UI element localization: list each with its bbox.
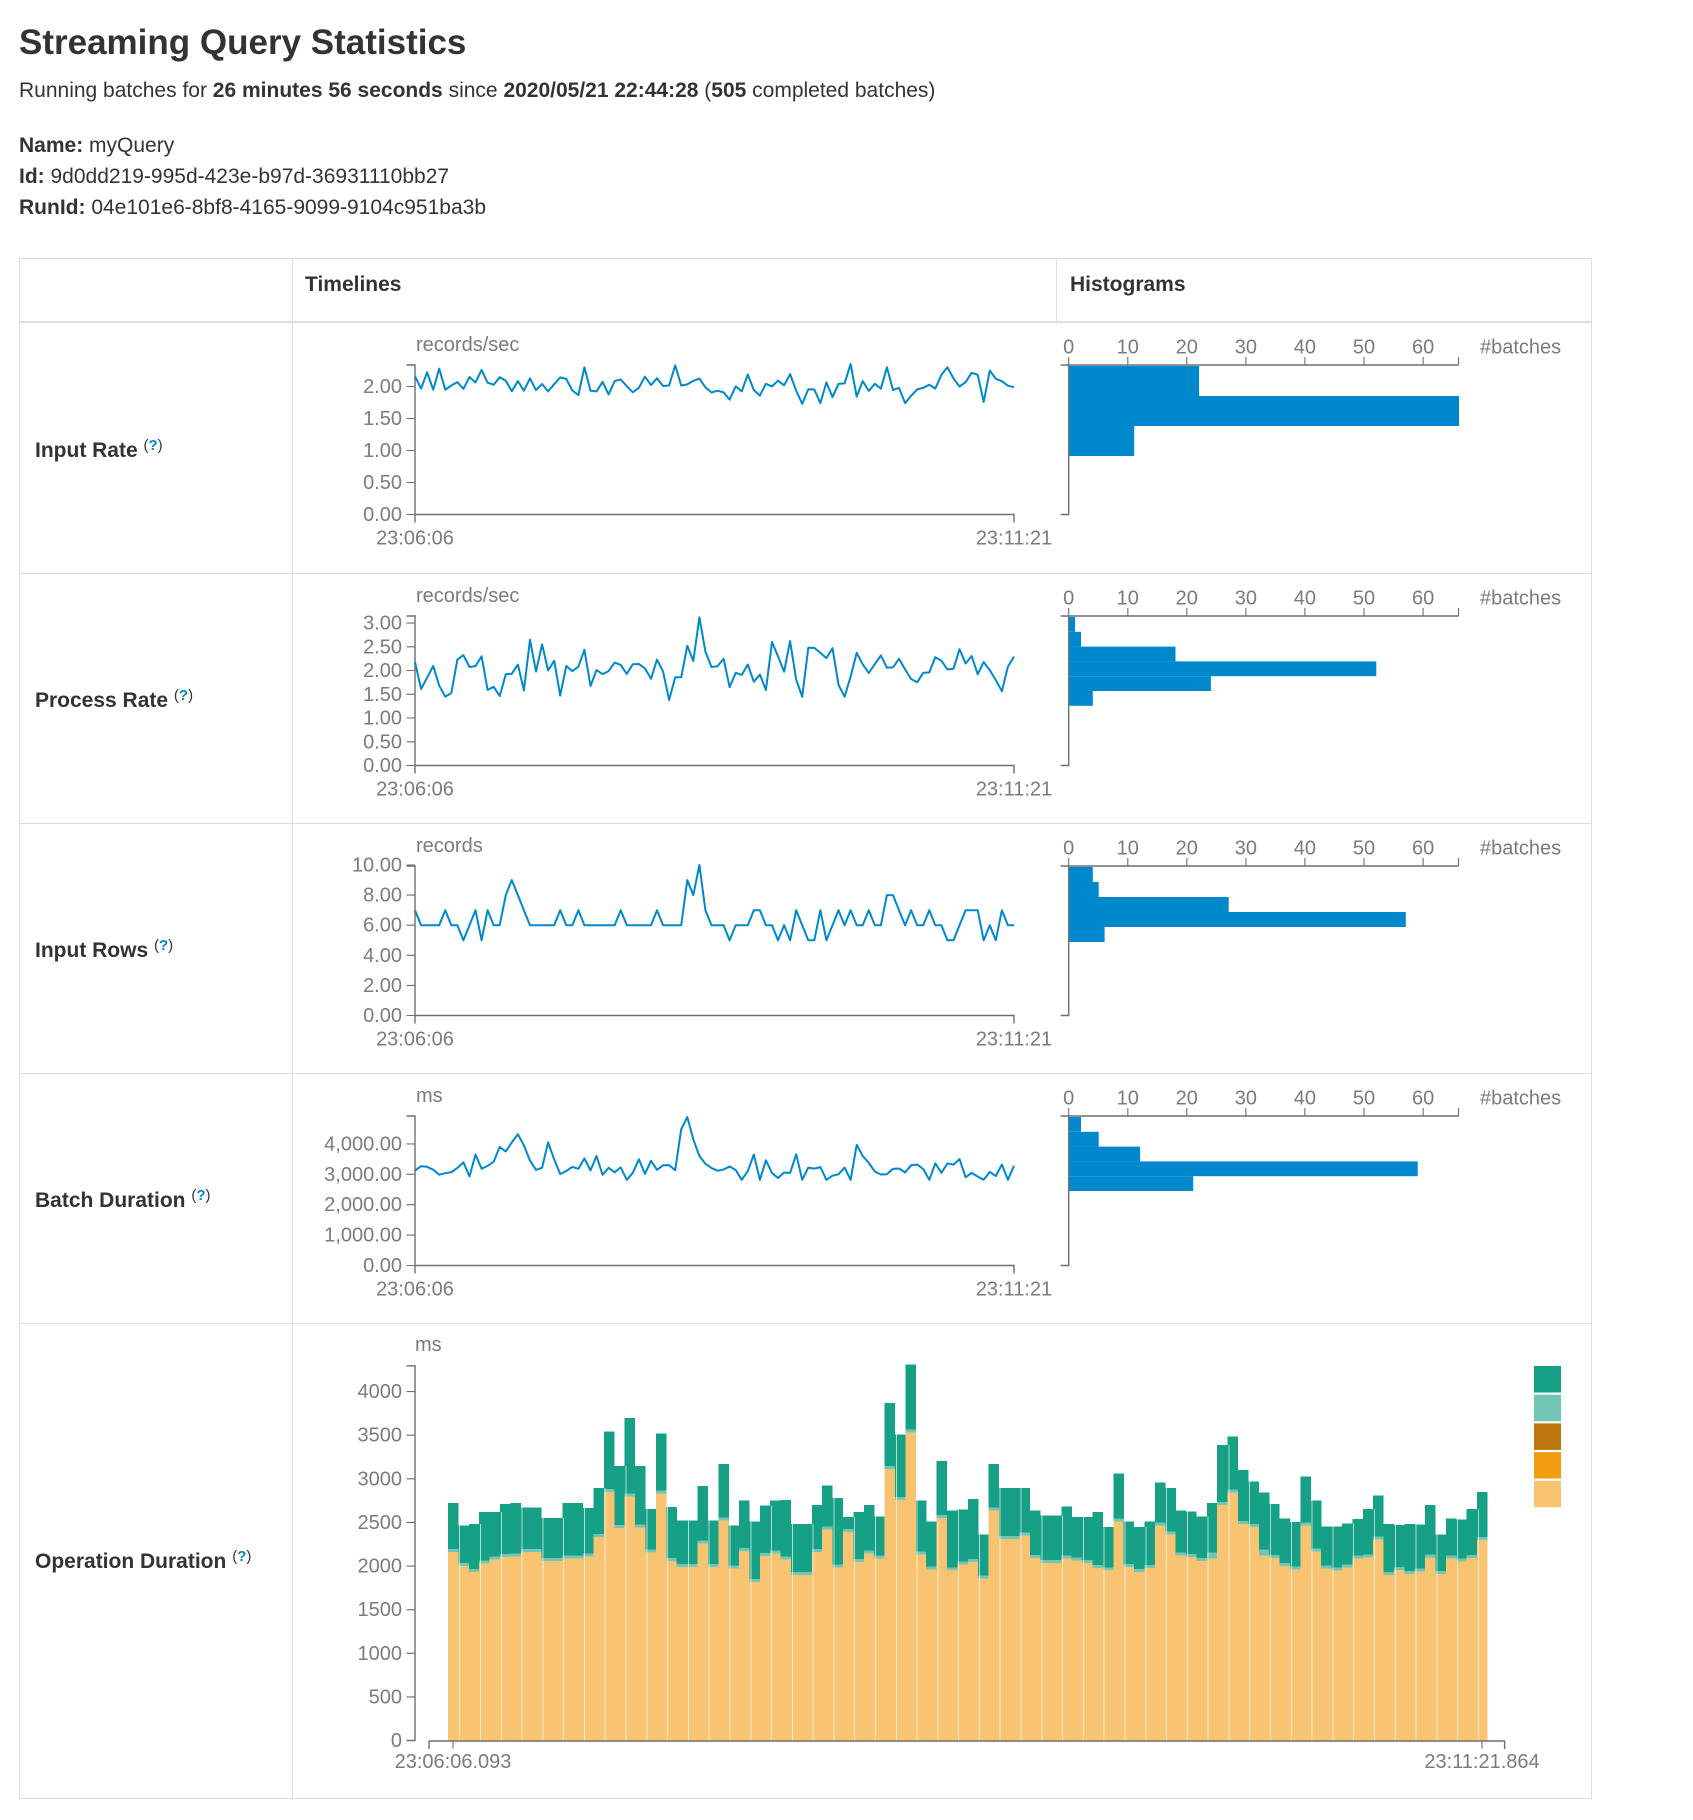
- svg-text:2000: 2000: [358, 1556, 403, 1578]
- svg-text:Timelines: Timelines: [305, 273, 402, 296]
- svg-text:20: 20: [1176, 337, 1198, 359]
- svg-text:#batches: #batches: [1480, 337, 1561, 359]
- svg-text:#batches: #batches: [1480, 838, 1561, 860]
- svg-text:60: 60: [1412, 1088, 1434, 1110]
- svg-text:23:06:06: 23:06:06: [376, 528, 454, 550]
- svg-text:Running batches for 26 minutes: Running batches for 26 minutes 56 second…: [19, 79, 935, 102]
- svg-text:Batch Duration (?): Batch Duration (?): [35, 1187, 211, 1212]
- svg-text:3000: 3000: [358, 1468, 403, 1490]
- svg-text:3.00: 3.00: [363, 613, 402, 635]
- svg-text:23:11:21: 23:11:21: [976, 528, 1052, 550]
- svg-text:ms: ms: [415, 1334, 442, 1356]
- svg-text:40: 40: [1294, 1088, 1316, 1110]
- svg-text:30: 30: [1235, 337, 1257, 359]
- svg-text:0.00: 0.00: [363, 755, 402, 777]
- svg-text:0.50: 0.50: [363, 731, 402, 753]
- svg-text:20: 20: [1176, 838, 1198, 860]
- svg-text:500: 500: [369, 1686, 402, 1708]
- svg-text:50: 50: [1353, 1088, 1375, 1110]
- svg-text:60: 60: [1412, 337, 1434, 359]
- svg-text:2,000.00: 2,000.00: [324, 1194, 402, 1216]
- svg-text:1.00: 1.00: [363, 440, 402, 462]
- svg-text:1,000.00: 1,000.00: [324, 1225, 402, 1247]
- svg-text:#batches: #batches: [1480, 588, 1561, 610]
- svg-text:RunId: 04e101e6-8bf8-4165-9099: RunId: 04e101e6-8bf8-4165-9099-9104c951b…: [19, 196, 486, 219]
- svg-text:Input Rate (?): Input Rate (?): [35, 437, 163, 462]
- svg-text:0.50: 0.50: [363, 472, 402, 494]
- svg-text:23:06:06: 23:06:06: [376, 779, 454, 801]
- svg-text:60: 60: [1412, 588, 1434, 610]
- svg-text:2.50: 2.50: [363, 636, 402, 658]
- svg-text:0.00: 0.00: [363, 1005, 402, 1027]
- svg-text:23:06:06.093: 23:06:06.093: [395, 1751, 512, 1773]
- svg-text:0: 0: [1063, 838, 1074, 860]
- svg-text:40: 40: [1294, 588, 1316, 610]
- svg-text:3,000.00: 3,000.00: [324, 1164, 402, 1186]
- svg-text:4000: 4000: [358, 1381, 403, 1403]
- svg-text:0.00: 0.00: [363, 1255, 402, 1277]
- svg-text:Name: myQuery: Name: myQuery: [19, 134, 175, 157]
- svg-text:60: 60: [1412, 838, 1434, 860]
- svg-text:4.00: 4.00: [363, 945, 402, 967]
- svg-text:0: 0: [1063, 1088, 1074, 1110]
- svg-text:ms: ms: [416, 1085, 443, 1107]
- svg-text:23:06:06: 23:06:06: [376, 1279, 454, 1301]
- svg-text:1000: 1000: [358, 1643, 403, 1665]
- svg-text:50: 50: [1353, 838, 1375, 860]
- svg-text:30: 30: [1235, 1088, 1257, 1110]
- svg-text:40: 40: [1294, 337, 1316, 359]
- svg-text:2.00: 2.00: [363, 376, 402, 398]
- svg-text:1500: 1500: [358, 1599, 403, 1621]
- svg-text:Histograms: Histograms: [1070, 273, 1186, 296]
- svg-text:8.00: 8.00: [363, 885, 402, 907]
- svg-text:40: 40: [1294, 838, 1316, 860]
- svg-text:50: 50: [1353, 337, 1375, 359]
- svg-text:23:11:21: 23:11:21: [976, 1029, 1052, 1051]
- svg-text:4,000.00: 4,000.00: [324, 1133, 402, 1155]
- svg-text:Operation Duration (?): Operation Duration (?): [35, 1548, 251, 1573]
- svg-text:1.50: 1.50: [363, 408, 402, 430]
- svg-text:Process Rate (?): Process Rate (?): [35, 687, 193, 712]
- svg-text:10: 10: [1117, 838, 1139, 860]
- svg-text:23:11:21: 23:11:21: [976, 779, 1052, 801]
- svg-text:10: 10: [1117, 1088, 1139, 1110]
- svg-text:50: 50: [1353, 588, 1375, 610]
- svg-text:records/sec: records/sec: [416, 585, 519, 607]
- svg-text:23:06:06: 23:06:06: [376, 1029, 454, 1051]
- svg-text:0: 0: [1063, 337, 1074, 359]
- svg-text:30: 30: [1235, 838, 1257, 860]
- svg-text:3500: 3500: [358, 1425, 403, 1447]
- svg-text:20: 20: [1176, 588, 1198, 610]
- svg-text:1.50: 1.50: [363, 684, 402, 706]
- svg-text:10: 10: [1117, 588, 1139, 610]
- svg-text:#batches: #batches: [1480, 1088, 1561, 1110]
- svg-text:23:11:21.864: 23:11:21.864: [1424, 1751, 1539, 1773]
- svg-text:records: records: [416, 835, 483, 857]
- svg-text:0.00: 0.00: [363, 504, 402, 526]
- svg-text:Input Rows (?): Input Rows (?): [35, 937, 173, 962]
- svg-text:0: 0: [1063, 588, 1074, 610]
- svg-text:10: 10: [1117, 337, 1139, 359]
- svg-text:23:11:21: 23:11:21: [976, 1279, 1052, 1301]
- svg-text:Streaming Query Statistics: Streaming Query Statistics: [19, 23, 466, 62]
- svg-text:2500: 2500: [358, 1512, 403, 1534]
- svg-text:30: 30: [1235, 588, 1257, 610]
- svg-text:2.00: 2.00: [363, 660, 402, 682]
- svg-text:1.00: 1.00: [363, 708, 402, 730]
- svg-text:0: 0: [391, 1730, 402, 1752]
- svg-text:Id: 9d0dd219-995d-423e-b97d-36: Id: 9d0dd219-995d-423e-b97d-36931110bb27: [19, 165, 449, 188]
- svg-text:10.00: 10.00: [352, 855, 402, 877]
- svg-text:2.00: 2.00: [363, 975, 402, 997]
- svg-text:records/sec: records/sec: [416, 334, 519, 356]
- svg-text:20: 20: [1176, 1088, 1198, 1110]
- svg-text:6.00: 6.00: [363, 915, 402, 937]
